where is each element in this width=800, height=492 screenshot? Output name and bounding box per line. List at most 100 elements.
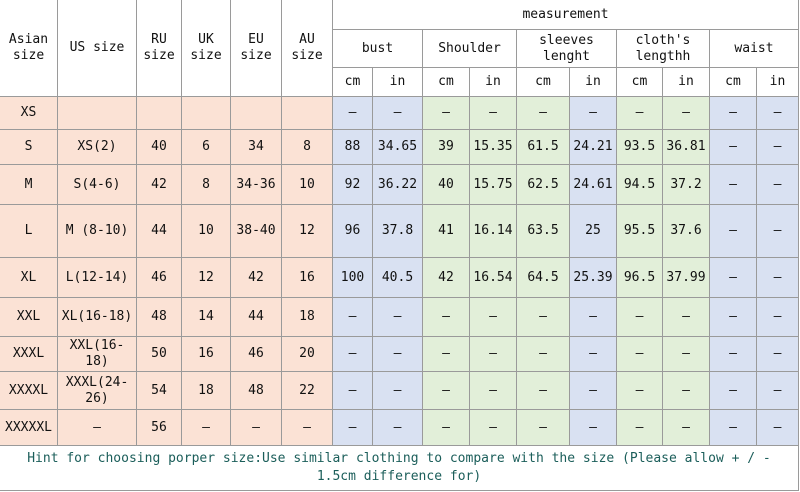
table-cell: 34.65 <box>373 130 423 165</box>
table-cell: M (8-10) <box>58 205 137 258</box>
table-cell: 50 <box>137 337 182 372</box>
unit-header: cm <box>333 68 373 97</box>
table-cell: – <box>617 410 663 446</box>
table-cell: 100 <box>333 258 373 298</box>
table-cell: – <box>373 298 423 337</box>
table-cell: 16.14 <box>470 205 517 258</box>
table-cell: – <box>373 97 423 130</box>
group-header: sleeves lenght <box>517 30 617 68</box>
group-header: Shoulder <box>423 30 517 68</box>
table-cell: 37.99 <box>663 258 710 298</box>
table-cell: – <box>570 298 617 337</box>
group-header: cloth's lengthh <box>617 30 710 68</box>
table-cell: – <box>710 205 757 258</box>
table-cell: M <box>0 165 58 205</box>
table-cell: – <box>570 372 617 410</box>
table-cell: 37.8 <box>373 205 423 258</box>
table-cell <box>137 97 182 130</box>
table-cell: 42 <box>423 258 470 298</box>
table-cell: – <box>470 337 517 372</box>
table-cell: – <box>757 130 799 165</box>
table-cell: – <box>333 372 373 410</box>
table-cell: 42 <box>137 165 182 205</box>
table-cell: 36.81 <box>663 130 710 165</box>
table-cell: – <box>517 337 570 372</box>
table-cell: 10 <box>182 205 231 258</box>
table-cell: – <box>757 410 799 446</box>
table-cell: XL(16-18) <box>58 298 137 337</box>
table-cell: L(12-14) <box>58 258 137 298</box>
unit-header: in <box>757 68 799 97</box>
table-cell: 14 <box>182 298 231 337</box>
table-cell: 12 <box>282 205 333 258</box>
table-cell: – <box>58 410 137 446</box>
unit-header: cm <box>423 68 470 97</box>
table-cell: – <box>517 298 570 337</box>
unit-header: in <box>663 68 710 97</box>
table-cell: 46 <box>231 337 282 372</box>
table-cell: – <box>710 258 757 298</box>
table-cell: XL <box>0 258 58 298</box>
table-cell: – <box>470 298 517 337</box>
table-cell: 88 <box>333 130 373 165</box>
table-cell: 18 <box>182 372 231 410</box>
table-cell: – <box>231 410 282 446</box>
table-cell: 39 <box>423 130 470 165</box>
table-cell: 24.61 <box>570 165 617 205</box>
table-cell: XS <box>0 97 58 130</box>
unit-header: cm <box>710 68 757 97</box>
table-cell: – <box>423 372 470 410</box>
table-cell: 41 <box>423 205 470 258</box>
table-cell: – <box>757 97 799 130</box>
table-cell: 95.5 <box>617 205 663 258</box>
table-cell: S <box>0 130 58 165</box>
table-cell: 8 <box>282 130 333 165</box>
table-cell: 34 <box>231 130 282 165</box>
table-cell: 96 <box>333 205 373 258</box>
group-title: measurement <box>333 0 799 30</box>
group-header: bust <box>333 30 423 68</box>
table-cell: 25 <box>570 205 617 258</box>
column-header: UK size <box>182 0 231 97</box>
table-cell: – <box>617 372 663 410</box>
table-cell: 44 <box>231 298 282 337</box>
table-cell: – <box>373 410 423 446</box>
table-cell: – <box>470 372 517 410</box>
table-cell: – <box>757 205 799 258</box>
table-cell: – <box>333 337 373 372</box>
table-cell: – <box>663 298 710 337</box>
table-cell: 10 <box>282 165 333 205</box>
table-cell: – <box>663 337 710 372</box>
column-header: Asian size <box>0 0 58 97</box>
table-cell: 94.5 <box>617 165 663 205</box>
table-cell: – <box>710 298 757 337</box>
column-header: RU size <box>137 0 182 97</box>
table-cell: 20 <box>282 337 333 372</box>
table-cell: 37.6 <box>663 205 710 258</box>
table-cell: – <box>470 410 517 446</box>
table-cell: – <box>663 372 710 410</box>
table-cell: 16 <box>282 258 333 298</box>
table-cell: – <box>663 410 710 446</box>
table-cell: – <box>182 410 231 446</box>
table-cell: XS(2) <box>58 130 137 165</box>
table-cell: XXXL(24-26) <box>58 372 137 410</box>
table-cell: – <box>333 298 373 337</box>
table-cell: 6 <box>182 130 231 165</box>
table-cell: 92 <box>333 165 373 205</box>
table-cell: – <box>617 298 663 337</box>
table-cell: 62.5 <box>517 165 570 205</box>
table-cell: – <box>757 337 799 372</box>
table-cell: 15.35 <box>470 130 517 165</box>
table-cell: 48 <box>231 372 282 410</box>
table-cell: 36.22 <box>373 165 423 205</box>
table-cell: – <box>570 337 617 372</box>
table-cell: 22 <box>282 372 333 410</box>
table-cell: 40 <box>137 130 182 165</box>
table-cell: XXXL <box>0 337 58 372</box>
table-cell: 63.5 <box>517 205 570 258</box>
table-cell: 64.5 <box>517 258 570 298</box>
hint-text: Hint for choosing porper size:Use simila… <box>0 446 799 491</box>
table-cell: – <box>373 337 423 372</box>
